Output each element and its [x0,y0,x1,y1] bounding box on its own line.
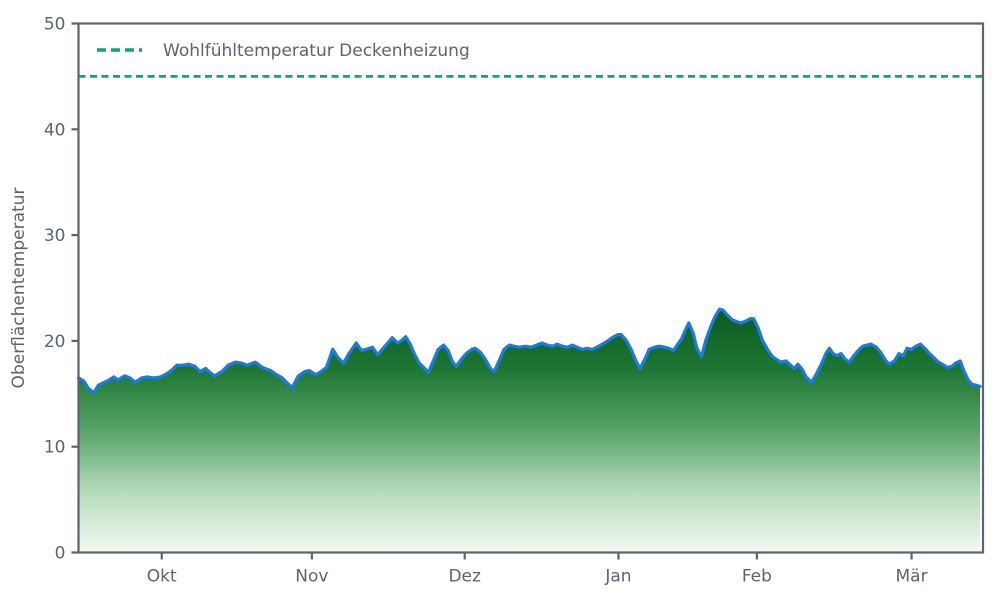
y-axis-ticks: 0 10 20 30 40 50 [44,15,79,564]
x-tick-label: Mär [896,567,928,587]
area-fill [78,309,980,553]
y-tick-label: 0 [55,544,66,564]
y-tick-label: 10 [44,438,66,458]
y-tick-label: 50 [44,15,66,35]
x-tick-label: Dez [448,567,481,587]
temperature-line [76,307,982,395]
y-tick-label: 20 [44,332,66,352]
x-tick-label: Nov [295,567,328,587]
legend: Wohlfühltemperatur Deckenheizung [97,41,470,61]
y-tick-label: 40 [44,120,66,140]
y-tick-label: 30 [44,226,66,246]
x-axis-ticks: Okt Nov Dez Jan Feb Mär [147,552,928,587]
legend-label: Wohlfühltemperatur Deckenheizung [163,41,470,61]
x-tick-label: Feb [742,567,772,587]
x-tick-label: Jan [604,567,631,587]
y-axis-label: Oberflächentemperatur [9,188,29,389]
plot-border [77,22,985,554]
x-tick-label: Okt [147,567,177,587]
